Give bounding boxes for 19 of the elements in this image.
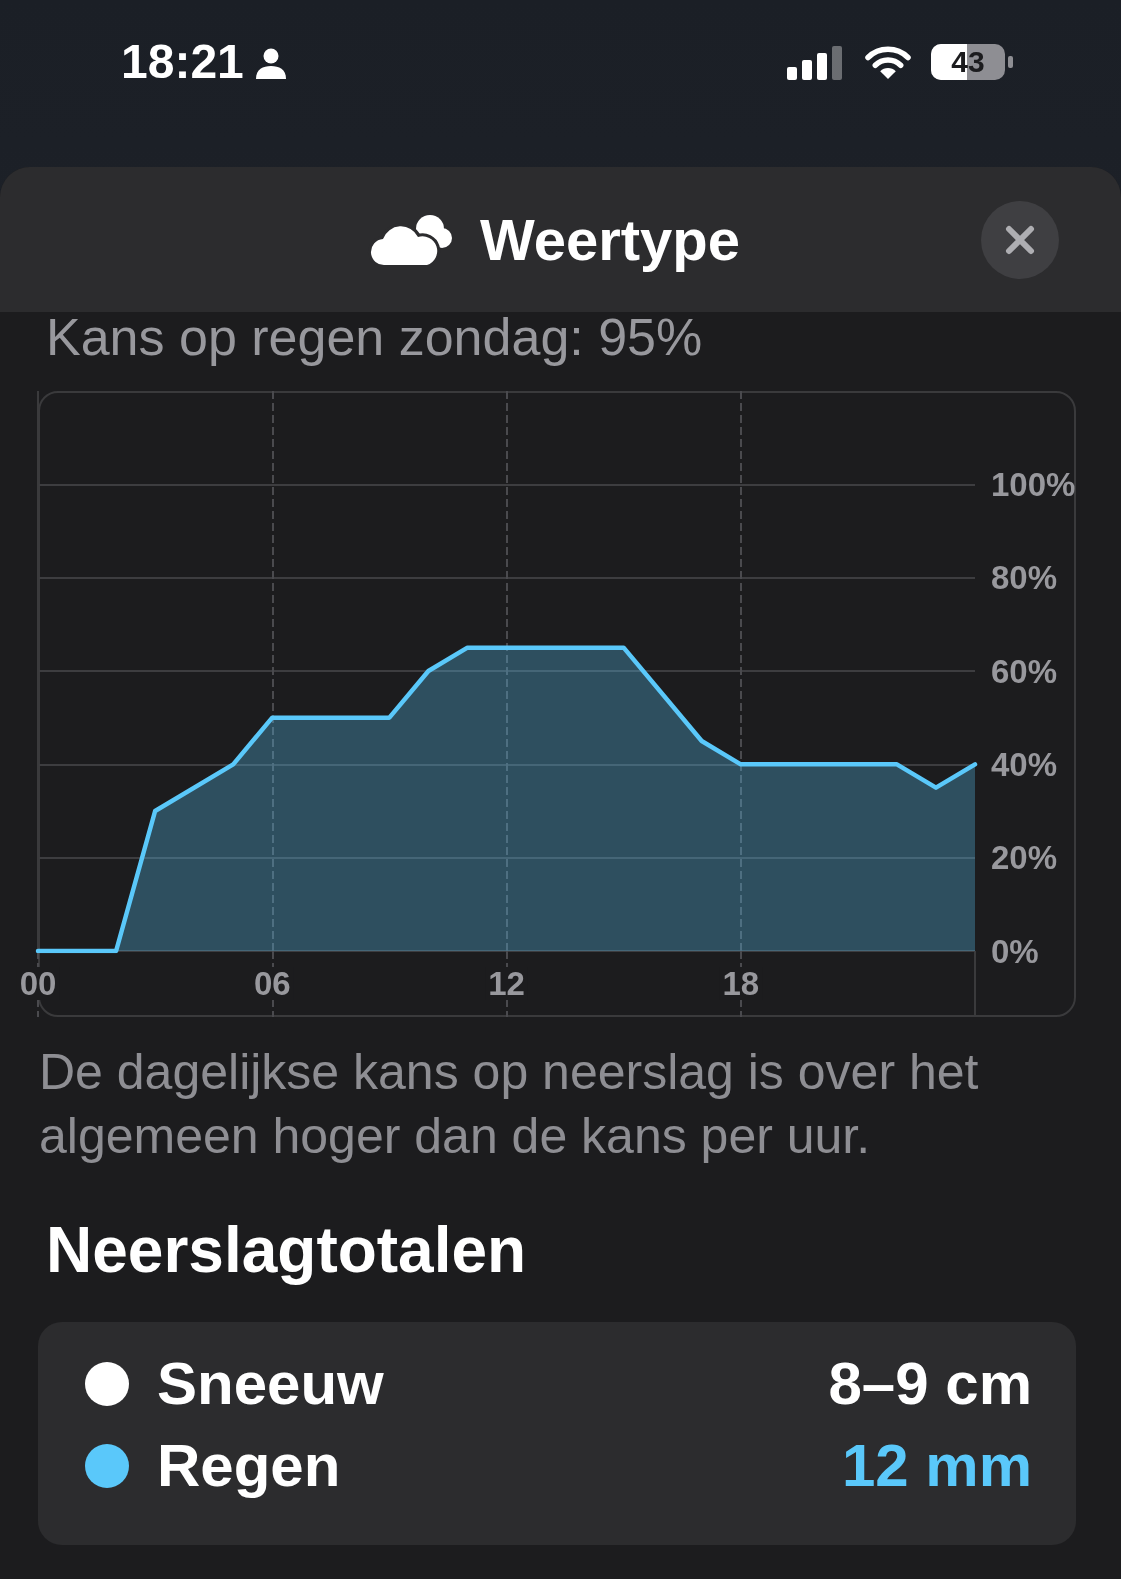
x-tick-label: 12: [488, 965, 525, 1002]
y-tick-label: 80%: [991, 559, 1058, 597]
y-tick-label: 60%: [991, 652, 1058, 690]
x-tick-label: 00: [19, 965, 57, 1002]
text: De dagelijkse kans op neerslag is over het algemeen hoger dan de kans per uur.: [39, 1043, 980, 1166]
text: 12 mm: [841, 1432, 1032, 1499]
y-tick-label: 20%: [991, 839, 1058, 877]
y-tick-label: 40%: [991, 745, 1058, 783]
text: 8–9 cm: [828, 1350, 1032, 1417]
category-label: Sneeuw: [157, 1349, 384, 1419]
chart-title: Weertype: [480, 206, 741, 274]
y-tick-label: 100%: [991, 465, 1076, 503]
text: Neerslagtotalen: [46, 1213, 527, 1288]
y-tick-label: 0%: [991, 932, 1039, 970]
chart-subtitle: Kans op regen zondag: 95%: [46, 308, 703, 366]
x-tick-label: 18: [722, 965, 760, 1002]
x-tick-label: 06: [253, 965, 291, 1002]
text: 18:21: [121, 35, 244, 88]
category-label: Regen: [157, 1431, 341, 1501]
